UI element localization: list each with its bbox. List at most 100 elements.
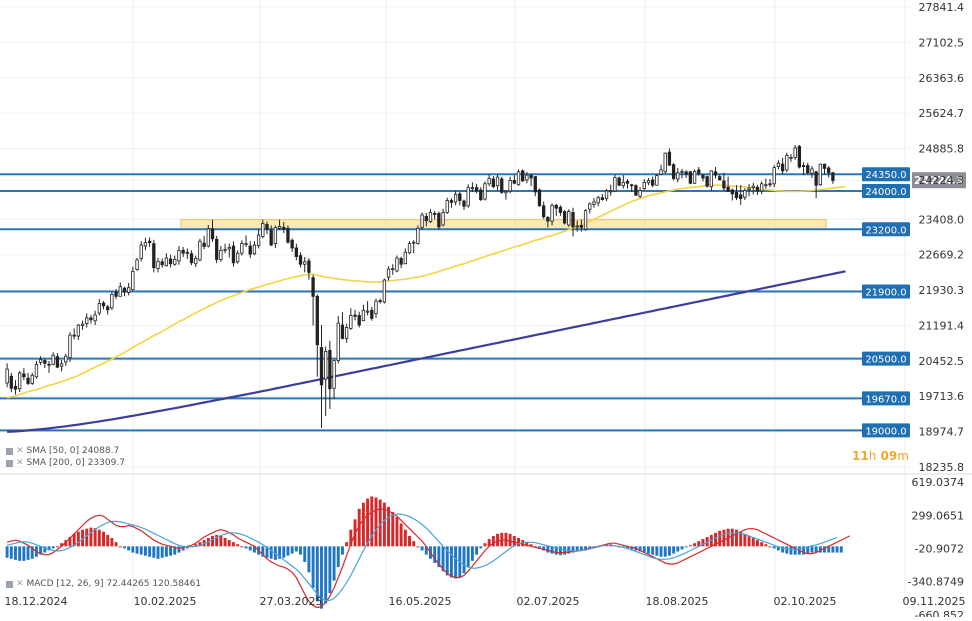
macd-hist-bar [236,544,240,547]
candle-body [680,170,684,173]
candle-body [219,249,223,260]
candle-body [470,187,475,190]
candle-body [13,385,18,390]
macd-hist-bar [663,546,667,557]
macd-hist-bar [148,546,152,557]
macd-hist-bar [491,535,495,547]
macd-hist-bar [462,546,466,574]
candle-body [340,324,345,339]
macd-hist-bar [114,542,118,547]
macd-hist-bar [194,544,198,547]
macd-hist-bar [68,536,72,547]
macd-hist-bar [575,546,579,552]
sma50-legend[interactable]: ✕ SMA [50, 0] 24088.7 [6,446,119,456]
candle-body [697,169,701,174]
macd-hist-bar [638,546,642,552]
macd-hist-bar [399,523,403,547]
macd-hist-bar [584,546,588,550]
macd-hist-bar [676,546,680,552]
macd-hist-bar [156,546,160,559]
candle-body [508,180,512,192]
candle-body [433,213,437,215]
macd-hist-bar [391,512,395,547]
candle-body [76,324,81,337]
sma200-legend[interactable]: ✕ SMA [200, 0] 23309.7 [6,458,125,468]
macd-hist-bar [768,546,772,548]
candle-body [592,201,596,205]
macd-hist-bar [261,546,265,557]
macd-hist-bar [332,546,336,581]
level-label-box [862,222,910,237]
macd-hist-bar [483,543,487,547]
candle-body [248,245,252,255]
macd-hist-bar [382,502,386,547]
candle-body [206,228,210,247]
candle-body [152,243,156,268]
candle-body [273,226,278,245]
candle-body [80,323,85,326]
candle-body [462,200,466,207]
macd-hist-bar [231,542,235,547]
candle-body [583,210,588,230]
candle-body [801,165,806,167]
candle-body [831,172,835,181]
close-icon[interactable]: ✕ [16,446,24,456]
candle-body [64,355,68,363]
candle-body [261,223,265,237]
candle-body [181,249,185,254]
macd-hist-bar [181,546,185,551]
macd-hist-bar [299,546,302,555]
candle-body [55,356,60,368]
macd-hist-bar [529,544,533,547]
macd-hist-bar [39,546,43,555]
macd-hist-bar [441,546,445,572]
candle-body [353,314,357,317]
candle-body [642,181,646,189]
macd-hist-bar [776,546,780,551]
macd-hist-bar [538,546,541,549]
macd-hist-bar [294,546,298,552]
macd-hist-bar [315,546,319,602]
candle-body [671,164,676,179]
candle-body [311,277,315,297]
candle-body [324,350,328,380]
macd-hist-bar [81,529,85,547]
level-label-box [862,351,910,366]
close-icon[interactable]: ✕ [16,579,24,589]
macd-hist-bar [667,546,671,556]
level-label: 24350.0 [865,170,906,181]
macd-hist-bar [357,508,361,547]
macd-hist-bar [751,538,755,547]
macd-hist-bar [43,546,47,553]
macd-hist-bar [290,546,294,554]
candle-body [399,258,403,265]
date-tick-label: 18.08.2025 [646,595,709,608]
candle-body [542,205,546,218]
macd-hist-bar [30,546,34,559]
candle-body [743,190,747,198]
level-label: 20500.0 [865,355,906,366]
candle-body [173,259,177,265]
macd-hist-bar [160,546,164,558]
macd-hist-bar [626,546,629,549]
date-tick-label: 09.11.2025 [903,595,966,608]
candle-body [617,177,621,186]
legend-square-icon [6,580,13,588]
close-icon[interactable]: ✕ [16,458,24,468]
candle-body [127,287,131,293]
candle-body [604,190,609,200]
candle-body [650,179,655,186]
candle-body [797,146,802,168]
macd-hist-bar [781,546,785,553]
macd-legend[interactable]: ✕ MACD [12, 26, 9] 72.44265 120.58461 [6,579,201,589]
macd-hist-bar [9,546,13,559]
date-tick-label: 02.10.2025 [774,595,837,608]
level-label: 23200.0 [865,225,906,236]
price-tick-label: 27102.5 [919,36,965,49]
candle-body [416,227,420,245]
macd-hist-bar [546,546,550,553]
macd-value-1: 72.44265 [106,579,150,589]
candle-body [139,244,143,259]
macd-hist-bar [370,496,374,547]
macd-hist-bar [85,528,89,547]
